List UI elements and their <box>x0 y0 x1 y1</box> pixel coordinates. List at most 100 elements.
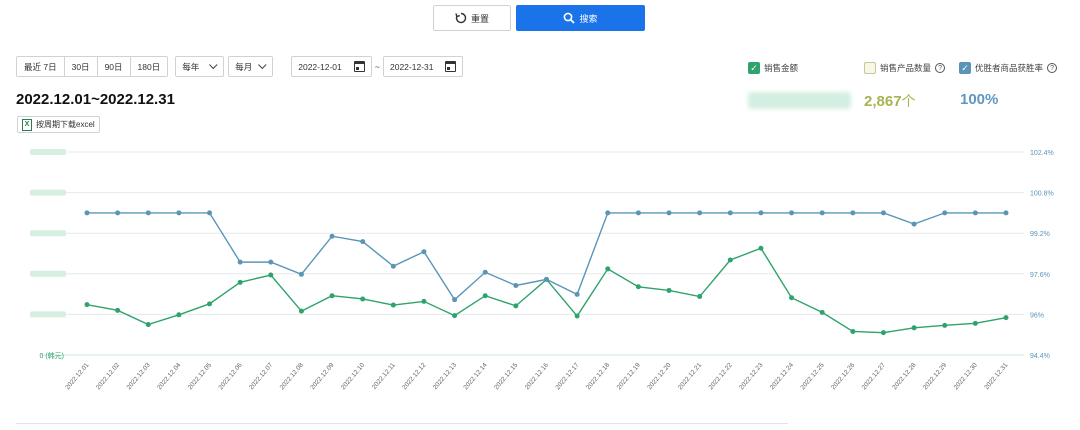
left-axis-tick-blurred <box>30 189 66 196</box>
legend-sales-amount-label: 销售金额 <box>764 63 799 73</box>
month-select[interactable]: 每月 <box>228 56 274 77</box>
legend-product-count[interactable]: 销售产品数量 ? <box>864 62 946 74</box>
win-rate-point <box>513 282 519 288</box>
sales-amount-total-blurred <box>748 92 851 109</box>
sales-amount-point <box>145 322 151 328</box>
month-select-value: 每月 <box>235 61 253 72</box>
sales-amount-point <box>635 284 641 290</box>
date-from-input[interactable]: 2022-12-01 <box>291 56 372 77</box>
calendar-icon[interactable] <box>445 61 457 72</box>
range-180d-button[interactable]: 180日 <box>130 57 168 76</box>
sales-amount-point <box>880 330 886 336</box>
line-chart: 94.4% 96% 97.6% 99.2% 100.8% 102.4% 0 (韩元) 2022… <box>30 149 1054 392</box>
legend-win-rate-label: 优胜者商品获胜率 <box>975 63 1044 73</box>
x-tick-label: 2022.12.13 <box>432 362 459 392</box>
x-tick-label: 2022.12.11 <box>371 362 397 391</box>
win-rate-point <box>911 221 917 227</box>
x-tick-label: 2022.12.16 <box>524 362 551 392</box>
win-rate-point <box>145 210 151 216</box>
win-rate-point <box>697 210 703 216</box>
win-rate-point <box>758 210 764 216</box>
win-rate-point <box>574 291 580 297</box>
win-rate-point <box>329 233 335 239</box>
win-rate-point <box>635 210 641 216</box>
date-range-title: 2022.12.01~2022.12.31 <box>16 91 175 108</box>
x-tick-label: 2022.12.20 <box>646 362 673 392</box>
help-icon[interactable]: ? <box>1047 63 1058 73</box>
win-rate-point <box>972 210 978 216</box>
product-count-unit: 个 <box>901 93 916 109</box>
win-rate-point <box>850 210 856 216</box>
x-tick-label: 2022.12.07 <box>248 362 275 392</box>
range-7d-button[interactable]: 最近 7日 <box>17 57 65 76</box>
sales-amount-point <box>789 295 795 301</box>
sales-amount-point <box>237 279 243 285</box>
x-tick-label: 2022.12.02 <box>95 362 122 392</box>
win-rate-point <box>421 249 427 255</box>
left-axis-tick-blurred <box>30 230 66 237</box>
left-axis-tick-blurred <box>30 149 66 155</box>
x-tick-label: 2022.12.03 <box>126 362 153 392</box>
sales-amount-point <box>758 245 764 251</box>
x-tick-label: 2022.12.05 <box>187 362 214 392</box>
chevron-down-icon <box>258 60 267 69</box>
quick-range-group: 最近 7日 30日 90日 180日 <box>16 56 169 77</box>
x-tick-label: 2022.12.08 <box>279 362 306 392</box>
range-90d-button[interactable]: 90日 <box>97 57 131 76</box>
help-icon[interactable]: ? <box>935 63 946 73</box>
calendar-icon[interactable] <box>353 61 365 72</box>
x-tick-label: 2022.12.22 <box>708 362 735 392</box>
x-tick-label: 2022.12.14 <box>462 362 489 392</box>
win-rate-point <box>390 263 396 269</box>
sales-amount-point <box>605 266 611 272</box>
right-axis-tick-label: 99.2% <box>1030 231 1050 238</box>
x-tick-label: 2022.12.01 <box>64 362 91 392</box>
left-axis-tick-blurred <box>30 311 66 318</box>
period-select[interactable]: 每年 <box>175 56 225 77</box>
legend-win-rate[interactable]: ✓ 优胜者商品获胜率 ? <box>959 62 1058 74</box>
date-to-input[interactable]: 2022-12-31 <box>383 56 464 77</box>
date-to-value: 2022-12-31 <box>390 61 434 72</box>
excel-icon: X <box>22 118 32 131</box>
right-axis-tick-label: 100.8% <box>1030 191 1054 198</box>
win-rate-point <box>727 210 733 216</box>
reset-button[interactable]: 重置 <box>433 5 511 31</box>
win-rate-total: 100% <box>960 91 999 108</box>
x-tick-label: 2022.12.19 <box>616 362 643 392</box>
sales-amount-point <box>390 302 396 308</box>
sales-amount-point <box>84 302 90 308</box>
right-axis-tick-label: 96% <box>1030 312 1044 319</box>
sales-amount-point <box>574 313 580 319</box>
left-axis-bottom-label: 0 (韩元) <box>40 351 65 360</box>
sales-amount-point <box>115 307 121 313</box>
refresh-icon <box>455 12 467 24</box>
range-30d-button[interactable]: 30日 <box>64 57 98 76</box>
legend-sales-amount[interactable]: ✓ 销售金额 <box>748 62 798 74</box>
win-rate-point <box>452 297 458 303</box>
download-excel-button[interactable]: X 按周期下载excel <box>17 116 100 133</box>
win-rate-point <box>176 210 182 216</box>
win-rate-point <box>942 210 948 216</box>
sales-amount-point <box>360 296 366 302</box>
win-rate-point <box>268 259 274 265</box>
sales-amount-point <box>268 272 274 278</box>
date-from-value: 2022-12-01 <box>298 61 342 72</box>
x-tick-label: 2022.12.15 <box>493 362 520 392</box>
right-axis-tick-label: 102.4% <box>1030 150 1054 157</box>
x-tick-label: 2022.12.25 <box>799 362 826 392</box>
sales-amount-point <box>942 322 948 328</box>
win-rate-point <box>544 276 549 282</box>
checkbox-checked-icon[interactable]: ✓ <box>748 62 760 74</box>
win-rate-point <box>880 210 886 216</box>
reset-button-label: 重置 <box>470 13 489 24</box>
x-tick-label: 2022.12.27 <box>861 362 888 392</box>
x-tick-label: 2022.12.31 <box>983 362 1010 392</box>
x-tick-label: 2022.12.24 <box>769 362 796 392</box>
search-button[interactable]: 搜索 <box>516 5 645 31</box>
search-icon <box>564 12 576 24</box>
checkbox-unchecked-icon[interactable] <box>864 62 876 74</box>
download-excel-label: 按周期下载excel <box>36 120 95 129</box>
x-tick-label: 2022.12.10 <box>340 362 367 392</box>
legend-product-count-label: 销售产品数量 <box>880 63 932 73</box>
checkbox-checked-icon[interactable]: ✓ <box>959 62 971 74</box>
